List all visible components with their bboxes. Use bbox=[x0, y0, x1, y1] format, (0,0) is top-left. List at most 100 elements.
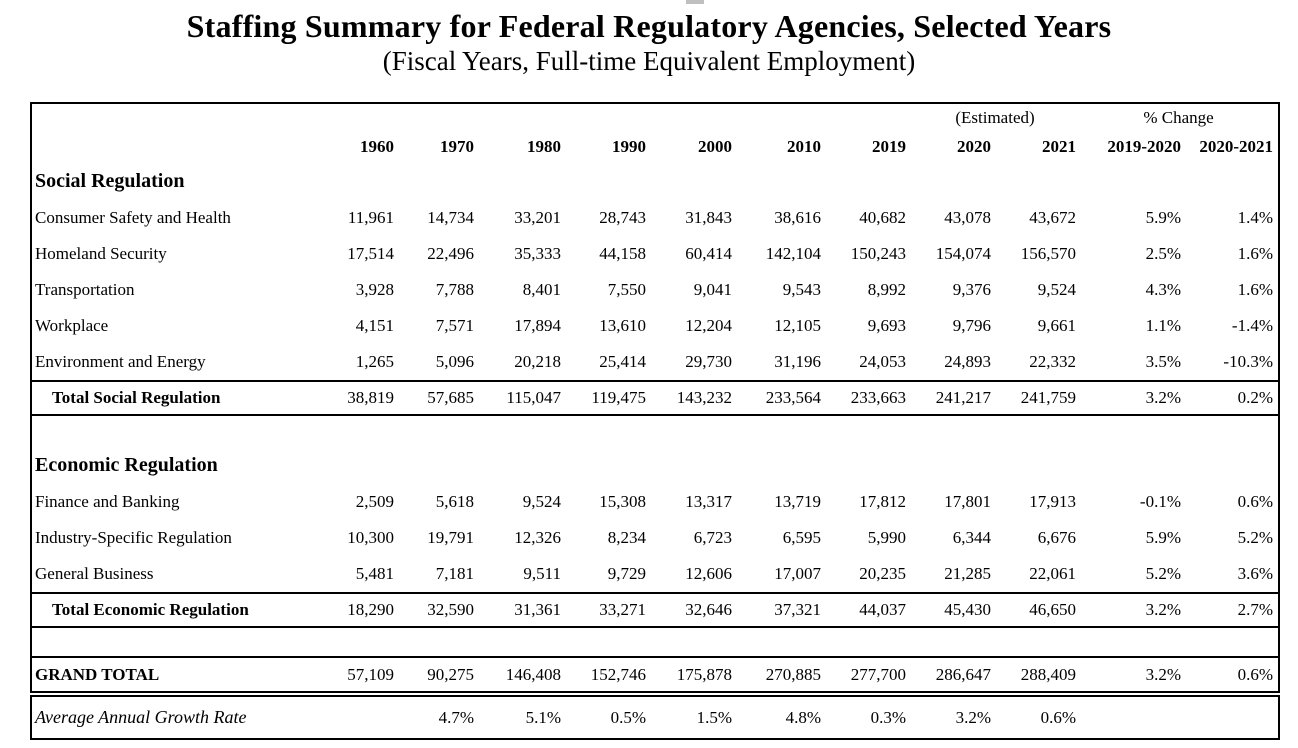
value-cell: 0.3% bbox=[870, 707, 906, 727]
value-cell: 288,409 bbox=[996, 656, 1081, 697]
value-cell: 44,158 bbox=[599, 244, 646, 263]
total-row: Total Economic Regulation 18,290 32,590 31,… bbox=[31, 592, 1279, 628]
spacer-row bbox=[31, 627, 1279, 657]
value-cell: -0.1% bbox=[1139, 492, 1181, 511]
value-cell: 1.5% bbox=[696, 707, 732, 727]
row-label: Total Economic Regulation bbox=[31, 592, 311, 628]
value-cell: 5,618 bbox=[435, 492, 474, 511]
value-cell: 5.9% bbox=[1145, 208, 1181, 227]
value-cell: 9,729 bbox=[607, 564, 646, 583]
value-cell: 9,524 bbox=[522, 492, 561, 511]
value-cell: 9,693 bbox=[867, 316, 906, 335]
value-cell: 12,606 bbox=[685, 564, 732, 583]
value-cell: 5,481 bbox=[355, 564, 394, 583]
data-row: Consumer Safety and Health 11,961 14,734 33… bbox=[31, 200, 1279, 236]
value-cell: 3.2% bbox=[955, 707, 991, 727]
value-cell: 5.2% bbox=[1145, 564, 1181, 583]
section-header-row: Social Regulation bbox=[31, 162, 1279, 200]
value-cell: 3.6% bbox=[1237, 564, 1273, 583]
value-cell: 22,496 bbox=[427, 244, 474, 263]
value-cell: 3,928 bbox=[355, 280, 394, 299]
value-cell: 0.6% bbox=[1237, 492, 1273, 511]
data-row: Environment and Energy 1,265 5,096 20,218 25… bbox=[31, 344, 1279, 381]
year-column-header: 2021 bbox=[1042, 137, 1076, 156]
year-column-header: 2000 bbox=[698, 137, 732, 156]
value-cell: 38,819 bbox=[311, 380, 399, 416]
value-cell: 142,104 bbox=[765, 244, 821, 263]
value-cell: 9,796 bbox=[952, 316, 991, 335]
spacer-cell bbox=[31, 627, 1279, 657]
year-column-header: 1970 bbox=[440, 137, 474, 156]
value-cell: 17,801 bbox=[944, 492, 991, 511]
value-cell: 4,151 bbox=[355, 316, 394, 335]
value-cell: 32,646 bbox=[651, 592, 737, 628]
value-cell: 0.5% bbox=[610, 707, 646, 727]
value-cell: 143,232 bbox=[651, 380, 737, 416]
value-cell: 29,730 bbox=[685, 352, 732, 371]
grand-row: GRAND TOTAL 57,109 90,275 146,408 152,746 175… bbox=[31, 656, 1279, 697]
value-cell: 37,321 bbox=[737, 592, 826, 628]
pct-change-group-header: % Change bbox=[1143, 108, 1214, 127]
value-cell: 7,550 bbox=[607, 280, 646, 299]
row-label: Workplace bbox=[35, 316, 109, 335]
value-cell bbox=[311, 694, 399, 739]
value-cell: 1.4% bbox=[1237, 208, 1273, 227]
value-cell: 9,376 bbox=[952, 280, 991, 299]
value-cell: 1,265 bbox=[355, 352, 394, 371]
value-cell: 10,300 bbox=[347, 528, 394, 547]
value-cell: 21,285 bbox=[944, 564, 991, 583]
section-header-row: Economic Regulation bbox=[31, 446, 1279, 484]
table-body: Social Regulation Consumer Safety and Hea… bbox=[31, 162, 1279, 739]
value-cell: 9,041 bbox=[693, 280, 732, 299]
value-cell: 7,181 bbox=[435, 564, 474, 583]
page-title: Staffing Summary for Federal Regulatory … bbox=[186, 8, 1112, 44]
growth-row: Average Annual Growth Rate 4.7% 5.1% 0.5% 1.… bbox=[31, 694, 1279, 739]
value-cell: 0.2% bbox=[1186, 380, 1279, 416]
value-cell: 43,078 bbox=[944, 208, 991, 227]
value-cell: 12,105 bbox=[774, 316, 821, 335]
value-cell: 28,743 bbox=[599, 208, 646, 227]
value-cell: 3.2% bbox=[1081, 656, 1186, 697]
value-cell: 4.7% bbox=[438, 707, 474, 727]
section-header-label: Social Regulation bbox=[35, 169, 185, 192]
value-cell: 31,843 bbox=[685, 208, 732, 227]
value-cell: 3.5% bbox=[1145, 352, 1181, 371]
year-column-header: 1960 bbox=[360, 137, 394, 156]
value-cell: 12,204 bbox=[685, 316, 732, 335]
value-cell: 46,650 bbox=[996, 592, 1081, 628]
value-cell: 31,196 bbox=[774, 352, 821, 371]
value-cell: 43,672 bbox=[1029, 208, 1076, 227]
value-cell: 5.2% bbox=[1237, 528, 1273, 547]
value-cell: 38,616 bbox=[774, 208, 821, 227]
header-group-row: (Estimated) % Change bbox=[31, 103, 1279, 132]
total-row: Total Social Regulation 38,819 57,685 115,0… bbox=[31, 380, 1279, 416]
row-label: Homeland Security bbox=[35, 244, 167, 263]
value-cell: 17,514 bbox=[347, 244, 394, 263]
year-column-header: 2019 bbox=[872, 137, 906, 156]
value-cell: 241,759 bbox=[996, 380, 1081, 416]
value-cell: 6,676 bbox=[1037, 528, 1076, 547]
value-cell: 45,430 bbox=[911, 592, 996, 628]
row-label: Finance and Banking bbox=[35, 492, 180, 511]
row-label: Consumer Safety and Health bbox=[35, 208, 231, 227]
row-label: General Business bbox=[35, 564, 154, 583]
value-cell: 9,511 bbox=[523, 564, 561, 583]
value-cell: 2.5% bbox=[1145, 244, 1181, 263]
year-column-header: 1980 bbox=[527, 137, 561, 156]
value-cell: 35,333 bbox=[514, 244, 561, 263]
value-cell: 1.1% bbox=[1145, 316, 1181, 335]
value-cell: 32,590 bbox=[399, 592, 479, 628]
value-cell: 17,007 bbox=[774, 564, 821, 583]
value-cell: 22,332 bbox=[1029, 352, 1076, 371]
table-header: (Estimated) % Change 1960 1970 1980 1990 2000 2… bbox=[31, 103, 1279, 162]
value-cell: 9,524 bbox=[1037, 280, 1076, 299]
year-column-header: 2020-2021 bbox=[1199, 137, 1273, 156]
value-cell: 119,475 bbox=[566, 380, 651, 416]
value-cell: 20,235 bbox=[859, 564, 906, 583]
value-cell bbox=[1186, 694, 1279, 739]
value-cell: 33,271 bbox=[566, 592, 651, 628]
spacer-row bbox=[31, 415, 1279, 446]
value-cell: 40,682 bbox=[859, 208, 906, 227]
estimated-group-header: (Estimated) bbox=[955, 108, 1035, 127]
